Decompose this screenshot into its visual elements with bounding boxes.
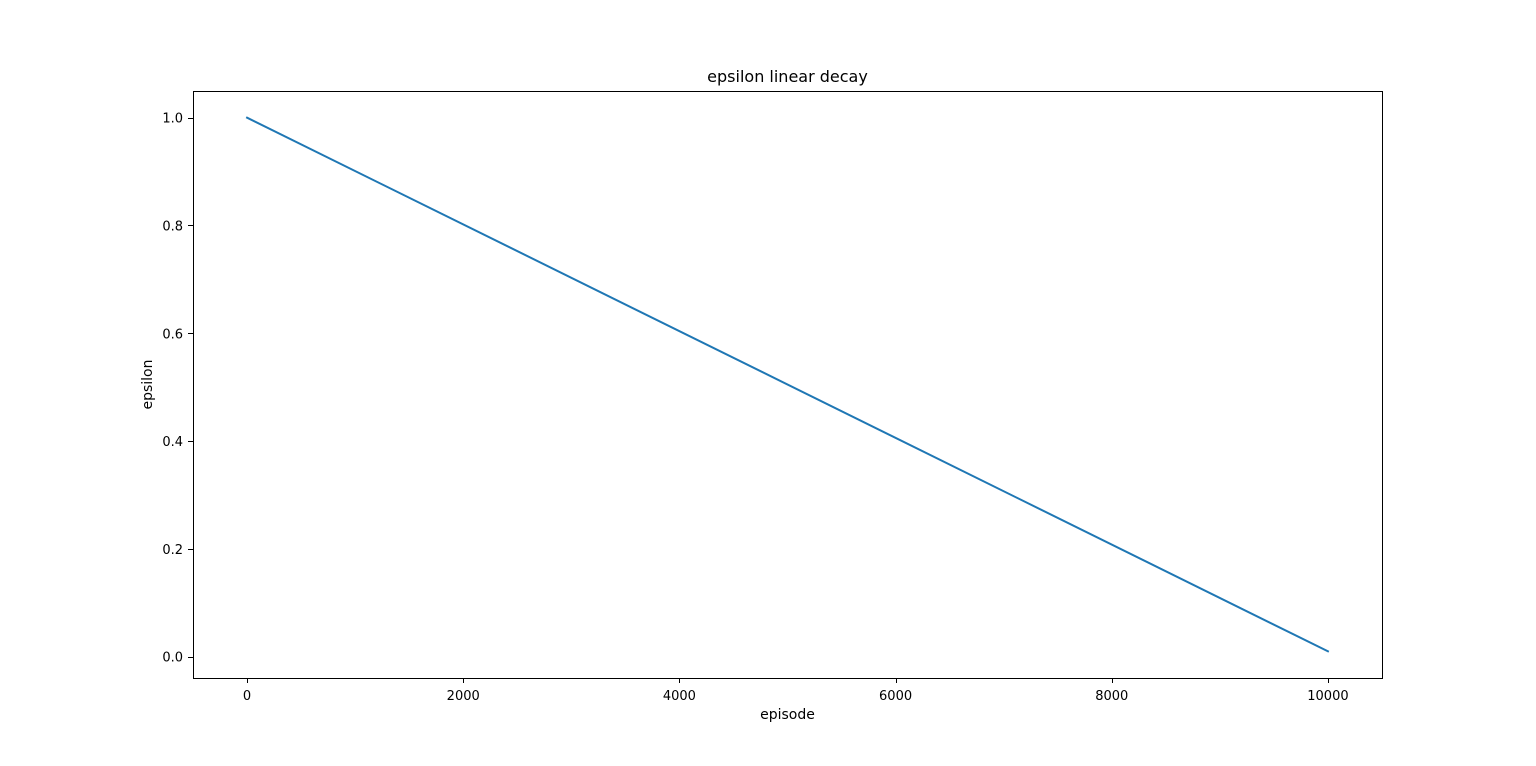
y-tick-label: 0.4 <box>162 435 183 450</box>
x-tick-label: 0 <box>243 689 251 704</box>
x-tick-label: 4000 <box>663 689 696 704</box>
x-tick-label: 2000 <box>447 689 480 704</box>
series-line-0 <box>245 116 1330 653</box>
plot-frame <box>193 91 1383 679</box>
x-tick-label: 10000 <box>1307 689 1348 704</box>
x-axis-ticks: 0 2000 4000 6000 8000 10000 <box>243 678 1349 704</box>
y-tick-label: 0.2 <box>162 543 183 558</box>
y-axis-label: epsilon <box>140 359 156 409</box>
series-layer <box>245 116 1330 653</box>
y-tick-label: 0.6 <box>162 327 183 342</box>
x-tick-label: 8000 <box>1095 689 1128 704</box>
y-tick-label: 0.8 <box>162 219 183 234</box>
chart-title: epsilon linear decay <box>707 67 868 86</box>
y-tick-label: 0.0 <box>162 651 183 666</box>
x-axis-label: episode <box>760 707 815 723</box>
y-tick-label: 1.0 <box>162 112 183 127</box>
x-tick-label: 6000 <box>879 689 912 704</box>
y-axis-ticks: 0.0 0.2 0.4 0.6 0.8 1.0 <box>162 112 193 666</box>
